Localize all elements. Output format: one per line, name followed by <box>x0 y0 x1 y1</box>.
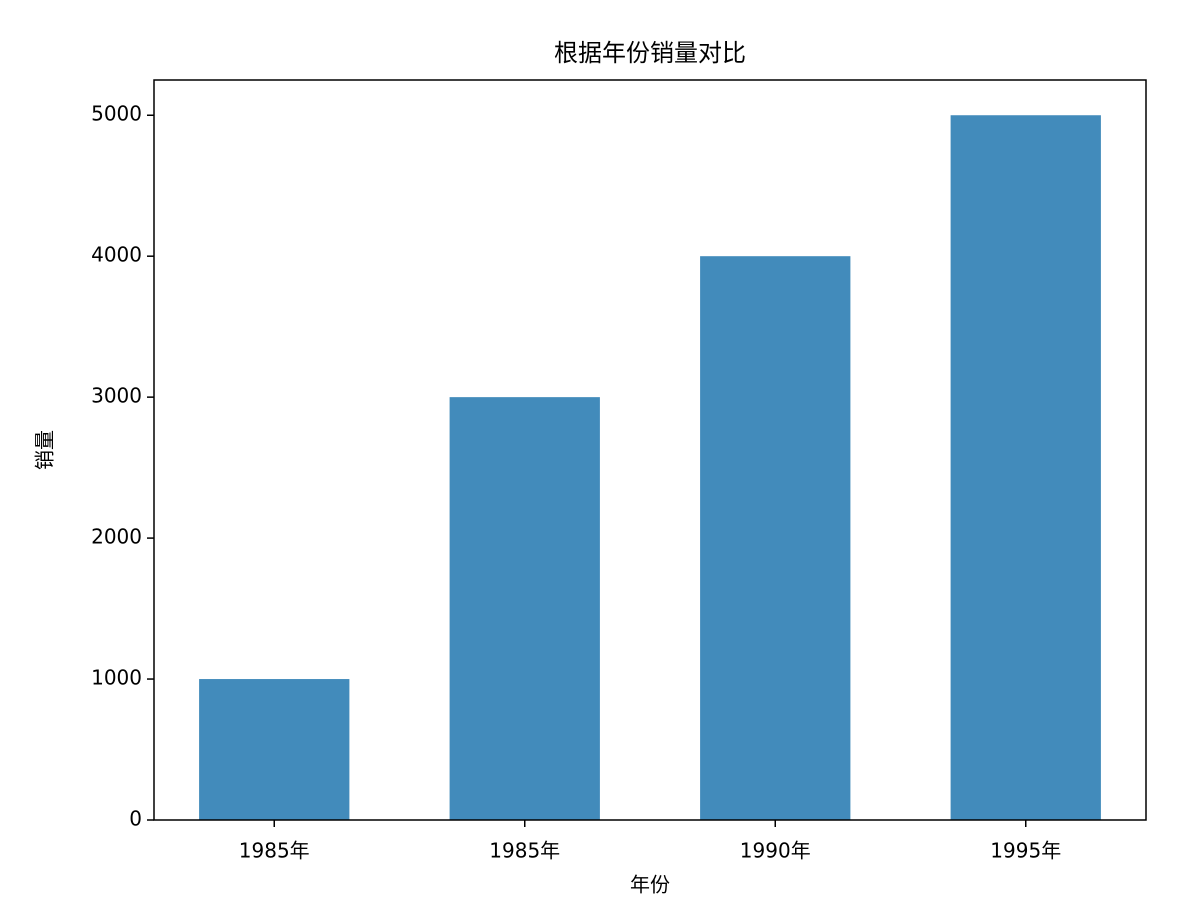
y-tick-label: 4000 <box>91 243 142 267</box>
y-tick-label: 1000 <box>91 666 142 690</box>
x-tick-label: 1985年 <box>489 839 560 863</box>
x-tick-label: 1995年 <box>990 839 1061 863</box>
x-tick-label: 1990年 <box>740 839 811 863</box>
y-tick-label: 2000 <box>91 525 142 549</box>
bar <box>950 115 1101 820</box>
y-tick-label: 5000 <box>91 102 142 126</box>
bar <box>199 679 350 820</box>
y-axis-label: 销量 <box>33 430 57 470</box>
plot-frame <box>153 79 1147 821</box>
x-tick-label: 1985年 <box>239 839 310 863</box>
y-tick-label: 0 <box>129 807 142 831</box>
y-tick-label: 3000 <box>91 384 142 408</box>
bar <box>449 397 600 820</box>
bar <box>700 256 851 820</box>
chart-title: 根据年份销量对比 <box>554 39 746 67</box>
x-axis-label: 年份 <box>630 873 670 897</box>
